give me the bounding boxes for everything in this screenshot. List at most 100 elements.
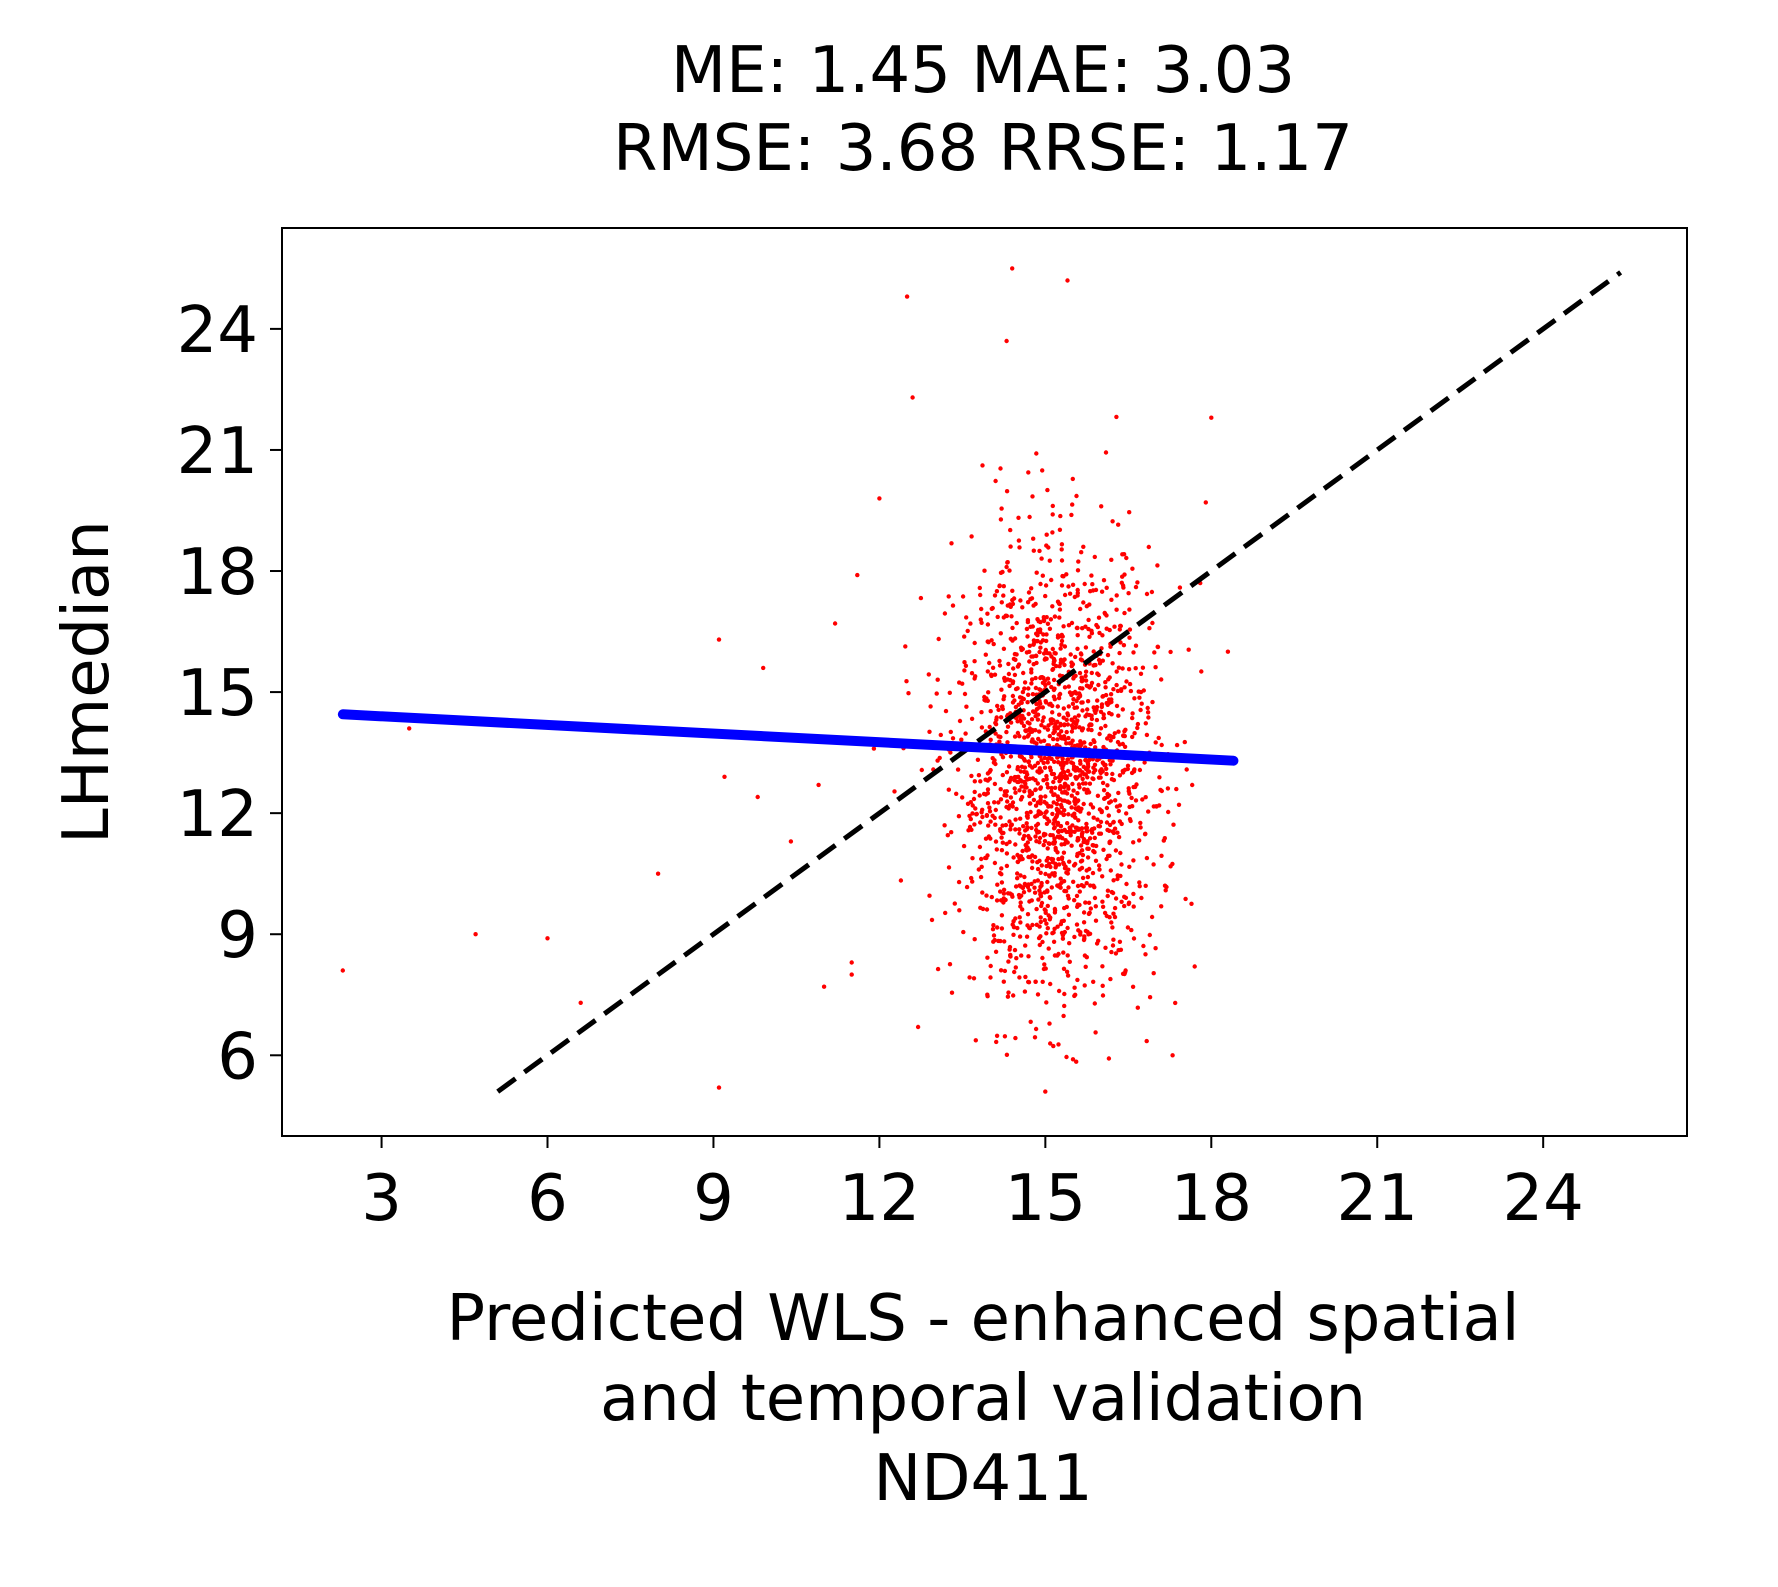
scatter-point bbox=[1069, 793, 1075, 798]
scatter-point bbox=[961, 843, 967, 849]
scatter-point bbox=[1055, 829, 1061, 834]
scatter-point bbox=[1012, 947, 1018, 953]
scatter-point bbox=[1073, 725, 1078, 730]
scatter-point bbox=[1115, 688, 1121, 694]
scatter-point bbox=[1059, 547, 1064, 552]
scatter-point bbox=[985, 801, 991, 806]
scatter-point bbox=[1110, 771, 1115, 777]
scatter-point bbox=[1055, 808, 1060, 813]
scatter-point bbox=[716, 637, 722, 642]
scatter-point bbox=[1050, 530, 1055, 535]
scatter-point bbox=[994, 847, 999, 852]
scatter-point bbox=[955, 767, 961, 772]
scatter-point bbox=[1114, 804, 1120, 809]
scatter-point bbox=[996, 800, 1001, 805]
scatter-point bbox=[1072, 934, 1077, 940]
scatter-point bbox=[1035, 878, 1041, 883]
scatter-point bbox=[1056, 856, 1061, 862]
scatter-point bbox=[1069, 723, 1075, 728]
scatter-point bbox=[1101, 761, 1106, 766]
scatter-point bbox=[1070, 582, 1076, 587]
scatter-point bbox=[1001, 830, 1006, 836]
scatter-point bbox=[904, 679, 909, 684]
scatter-point bbox=[1127, 635, 1132, 640]
scatter-point bbox=[1118, 850, 1123, 856]
scatter-point bbox=[1018, 904, 1023, 909]
scatter-point bbox=[1061, 1013, 1066, 1019]
scatter-point bbox=[1086, 769, 1092, 774]
scatter-point bbox=[545, 936, 550, 941]
scatter-point bbox=[1046, 545, 1051, 550]
scatter-point bbox=[998, 968, 1004, 973]
y-tick-label: 21 bbox=[177, 415, 258, 489]
scatter-point bbox=[1018, 900, 1023, 905]
scatter-point bbox=[1065, 768, 1071, 774]
scatter-point bbox=[1010, 800, 1016, 805]
scatter-point bbox=[1005, 740, 1010, 745]
scatter-point bbox=[936, 636, 941, 642]
scatter-point bbox=[1130, 984, 1136, 989]
scatter-point bbox=[1083, 928, 1089, 934]
scatter-point bbox=[1116, 665, 1122, 670]
scatter-point bbox=[1052, 686, 1057, 691]
scatter-point bbox=[977, 844, 983, 850]
scatter-point bbox=[1104, 626, 1109, 631]
scatter-point bbox=[976, 867, 981, 872]
scatter-point bbox=[987, 805, 992, 810]
scatter-point bbox=[1150, 699, 1155, 705]
scatter-point bbox=[1079, 848, 1085, 853]
scatter-point bbox=[1052, 759, 1057, 764]
scatter-point bbox=[956, 814, 962, 819]
scatter-point bbox=[1035, 860, 1040, 865]
scatter-point bbox=[1026, 847, 1031, 852]
scatter-point bbox=[1057, 527, 1063, 532]
scatter-point bbox=[1029, 739, 1035, 744]
y-tick-label: 15 bbox=[177, 657, 258, 731]
scatter-point bbox=[1075, 883, 1081, 889]
scatter-point bbox=[1166, 809, 1171, 815]
scatter-point bbox=[1057, 607, 1063, 612]
scatter-point bbox=[1122, 572, 1127, 577]
scatter-point bbox=[1083, 645, 1089, 650]
scatter-point bbox=[1038, 645, 1043, 650]
scatter-point bbox=[1001, 887, 1007, 892]
scatter-point bbox=[1105, 893, 1110, 899]
scatter-point bbox=[1130, 804, 1135, 809]
scatter-point bbox=[1084, 712, 1090, 717]
scatter-point bbox=[1050, 512, 1055, 517]
scatter-point bbox=[1049, 756, 1054, 762]
scatter-point bbox=[1041, 618, 1047, 624]
scatter-point bbox=[1067, 591, 1073, 596]
scatter-point bbox=[1017, 975, 1022, 980]
scatter-point bbox=[968, 621, 973, 626]
scatter-point bbox=[1151, 971, 1156, 976]
scatter-point bbox=[1040, 979, 1045, 984]
scatter-point bbox=[999, 506, 1004, 511]
scatter-point bbox=[988, 963, 993, 969]
scatter-point bbox=[985, 853, 990, 858]
scatter-point bbox=[1131, 650, 1136, 655]
scatter-point bbox=[1054, 801, 1060, 807]
scatter-point bbox=[1021, 723, 1027, 729]
scatter-point bbox=[1100, 658, 1106, 663]
scatter-point bbox=[1010, 588, 1015, 593]
scatter-point bbox=[1163, 888, 1168, 893]
scatter-point bbox=[1020, 848, 1025, 854]
scatter-point bbox=[1022, 789, 1027, 794]
scatter-point bbox=[1069, 843, 1074, 848]
scatter-point bbox=[1112, 826, 1118, 831]
scatter-point bbox=[1026, 470, 1031, 475]
scatter-point bbox=[1008, 827, 1013, 832]
scatter-point bbox=[1100, 874, 1105, 879]
scatter-point bbox=[988, 737, 993, 742]
scatter-point bbox=[947, 690, 952, 695]
scatter-point bbox=[1134, 782, 1139, 787]
scatter-point bbox=[1036, 736, 1041, 742]
scatter-point bbox=[1030, 624, 1036, 629]
scatter-point bbox=[1057, 834, 1063, 839]
scatter-point bbox=[1037, 942, 1043, 948]
scatter-point bbox=[1015, 767, 1020, 772]
scatter-point bbox=[969, 534, 974, 539]
scatter-point bbox=[1018, 816, 1023, 821]
scatter-point bbox=[1037, 548, 1042, 554]
